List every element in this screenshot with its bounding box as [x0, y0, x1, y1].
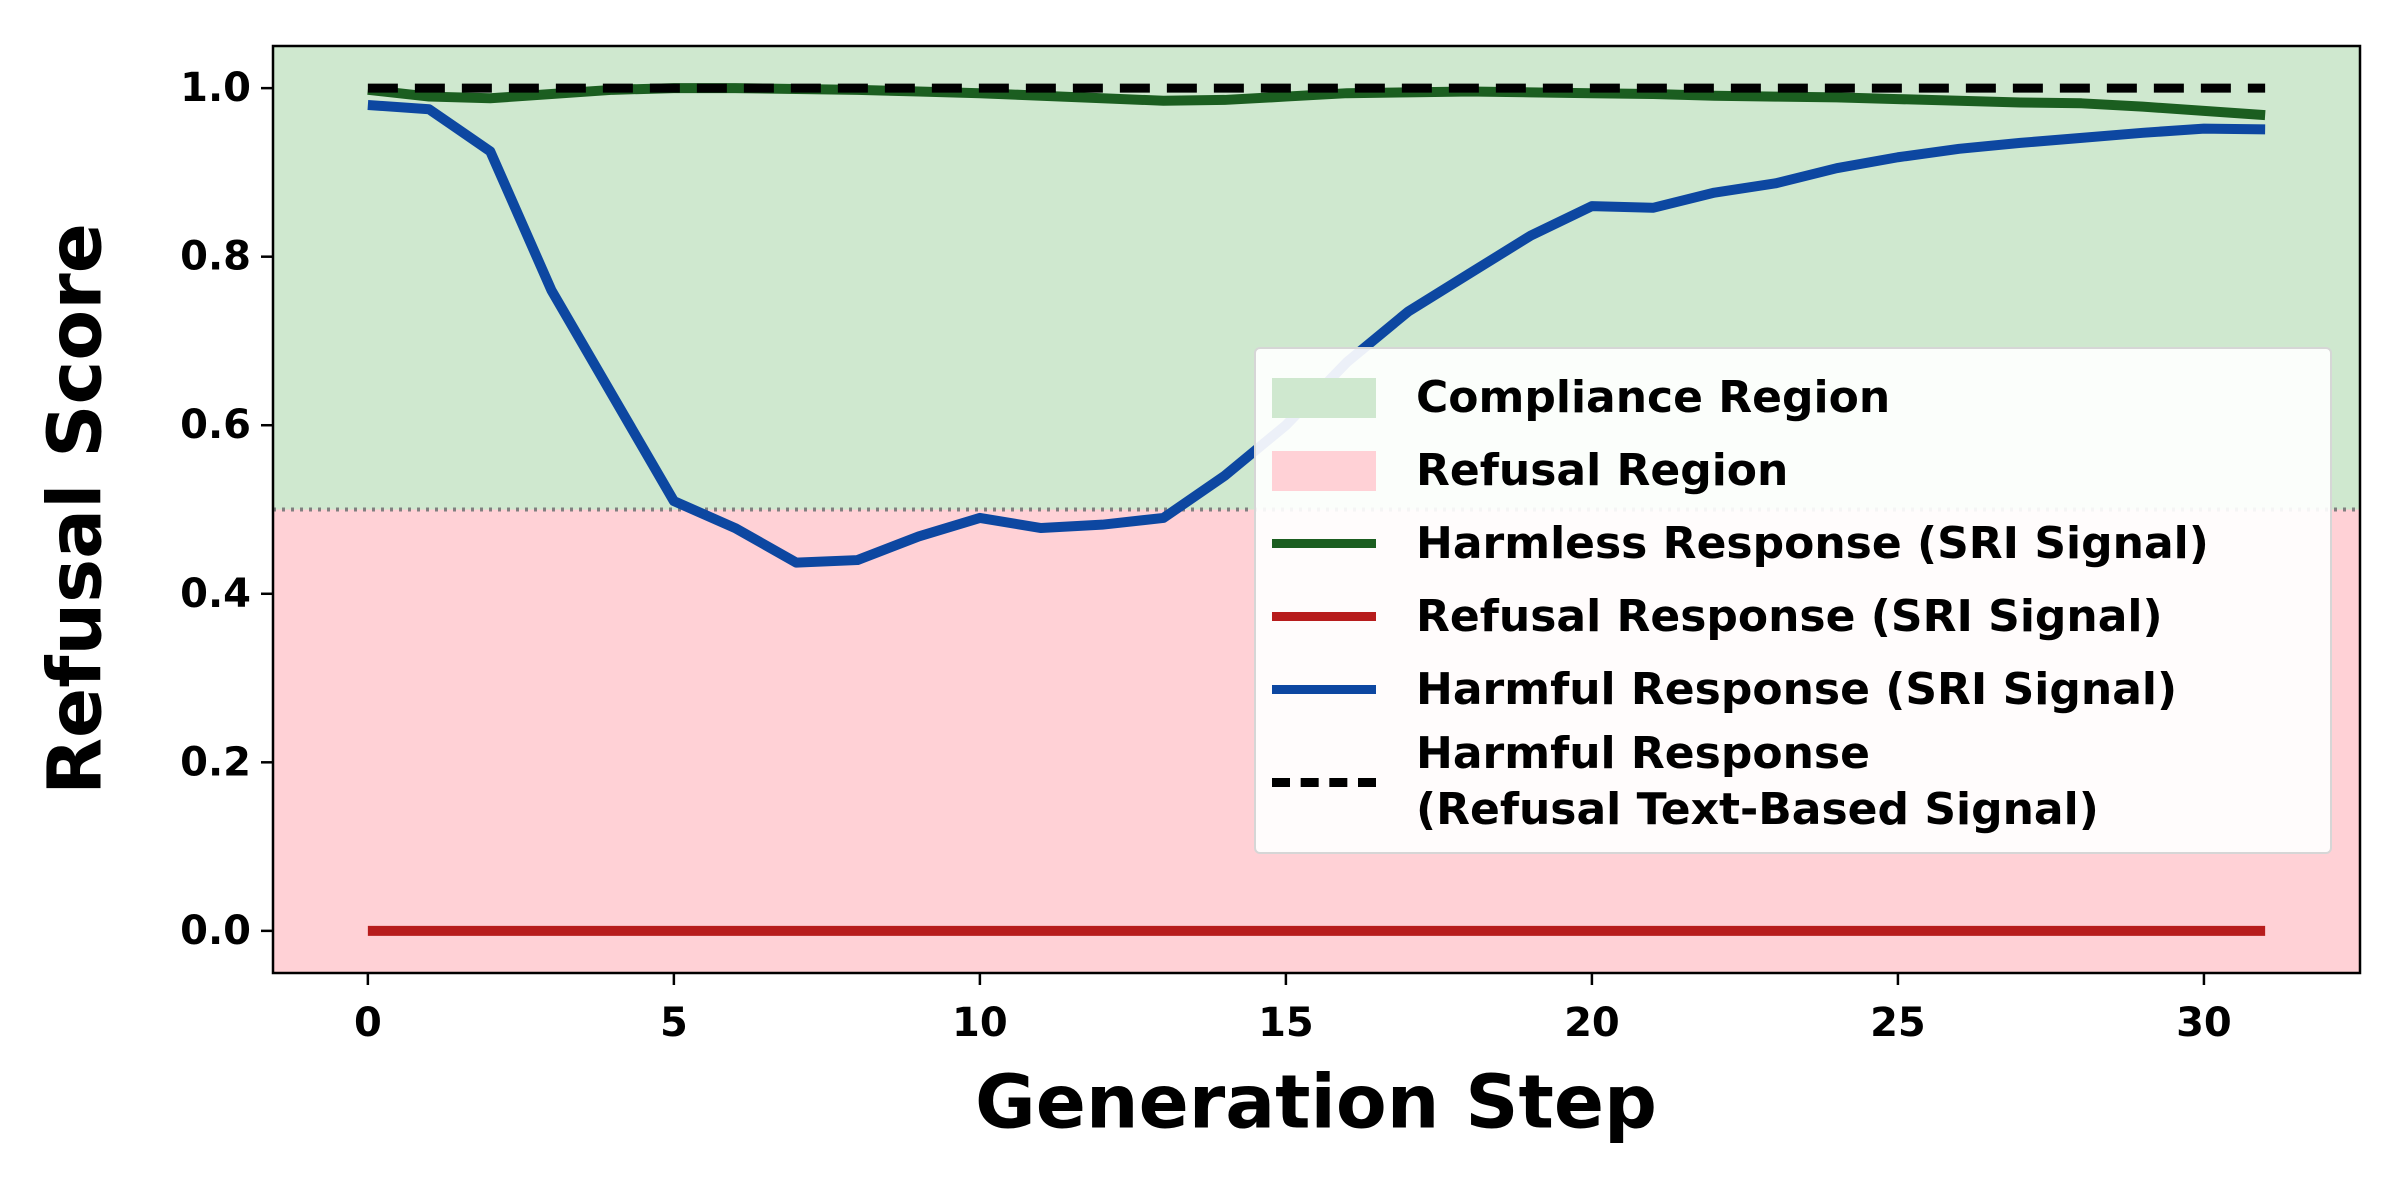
- y-axis-label: Refusal Score: [33, 223, 119, 795]
- legend-item: Refusal Region: [1256, 434, 2330, 507]
- legend-swatch: [1272, 450, 1376, 491]
- legend-label: Harmful Response (Refusal Text-Based Sig…: [1416, 728, 2099, 835]
- legend: Compliance Region Refusal Region Harmless …: [1254, 347, 2332, 854]
- legend-item: Refusal Response (SRI Signal): [1256, 580, 2330, 653]
- legend-swatch: [1272, 777, 1376, 787]
- y-tick-label: 0.4: [180, 571, 251, 617]
- x-tick-label: 10: [952, 1000, 1008, 1046]
- x-tick-label: 20: [1564, 1000, 1620, 1046]
- x-tick-label: 30: [2176, 1000, 2232, 1046]
- x-tick-label: 5: [660, 1000, 688, 1046]
- y-tick-label: 1.0: [180, 65, 251, 111]
- legend-label: Refusal Response (SRI Signal): [1416, 590, 2163, 642]
- legend-swatch: [1272, 377, 1376, 418]
- legend-label: Refusal Region: [1416, 444, 1789, 496]
- legend-swatch: [1272, 612, 1376, 621]
- legend-label: Compliance Region: [1416, 371, 1891, 423]
- legend-label: Harmless Response (SRI Signal): [1416, 517, 2209, 569]
- legend-label: Harmful Response (SRI Signal): [1416, 663, 2178, 715]
- y-tick-label: 0.0: [180, 908, 251, 954]
- y-tick-label: 0.6: [180, 402, 251, 448]
- legend-swatch: [1272, 539, 1376, 548]
- x-axis-label: Generation Step: [975, 1060, 1657, 1146]
- axes-frame: [271, 44, 2362, 975]
- legend-item: Harmful Response (SRI Signal): [1256, 653, 2330, 726]
- x-tick-label: 25: [1870, 1000, 1926, 1046]
- legend-item: Harmful Response (Refusal Text-Based Sig…: [1256, 726, 2330, 838]
- x-tick-label: 0: [354, 1000, 382, 1046]
- y-tick-label: 0.2: [180, 739, 251, 785]
- legend-item: Harmless Response (SRI Signal): [1256, 507, 2330, 580]
- y-tick-label: 0.8: [180, 234, 251, 280]
- series-line: [367, 83, 2266, 121]
- legend-swatch: [1272, 685, 1376, 694]
- x-tick-label: 15: [1258, 1000, 1314, 1046]
- legend-item: Compliance Region: [1256, 361, 2330, 434]
